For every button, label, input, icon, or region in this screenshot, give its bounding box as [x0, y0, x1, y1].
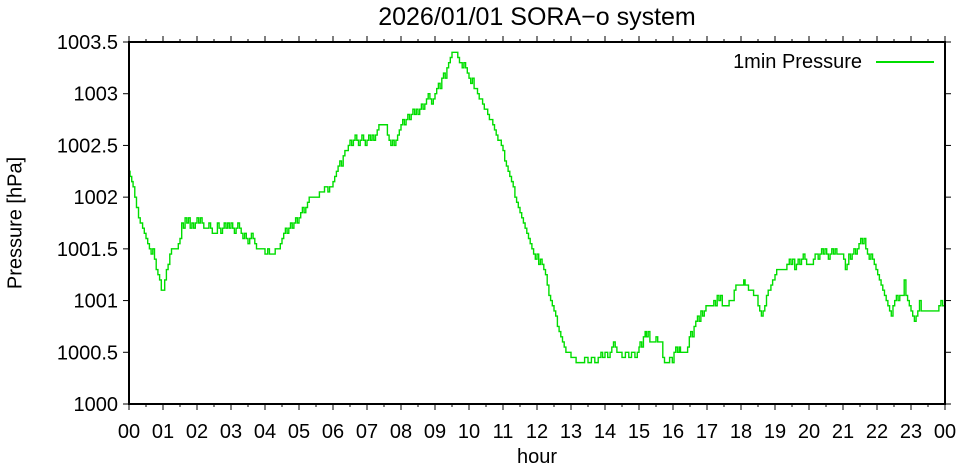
x-tick-label: 19 — [764, 421, 786, 443]
x-tick-label: 21 — [832, 421, 854, 443]
x-tick-label: 06 — [322, 421, 344, 443]
y-tick-label: 1002.5 — [57, 135, 118, 157]
x-tick-label: 10 — [458, 421, 480, 443]
plot-border — [128, 41, 946, 405]
x-tick-label: 17 — [696, 421, 718, 443]
y-tick-label: 1000.5 — [57, 342, 118, 364]
x-tick-label: 00 — [118, 421, 140, 443]
x-tick-label: 09 — [424, 421, 446, 443]
x-tick-label: 12 — [526, 421, 548, 443]
y-tick-label: 1003.5 — [57, 32, 118, 54]
x-tick-label: 22 — [866, 421, 888, 443]
y-tick-label: 1001.5 — [57, 239, 118, 261]
x-tick-label: 08 — [390, 421, 412, 443]
x-tick-label: 07 — [356, 421, 378, 443]
x-tick-label: 11 — [493, 421, 514, 443]
x-tick-label: 03 — [220, 421, 242, 443]
legend: 1min Pressure — [733, 51, 934, 73]
x-tick-label: 02 — [186, 421, 208, 443]
x-tick-label: 20 — [798, 421, 820, 443]
x-tick-label: 23 — [900, 421, 922, 443]
tick-marks — [123, 36, 951, 410]
y-tick-label: 1001 — [74, 291, 119, 313]
y-tick-label: 1000 — [74, 394, 119, 416]
y-tick-labels: 1000 1000.5 1001 1001.5 1002 1002.5 1003 1003.5 — [57, 32, 118, 416]
x-tick-label: 04 — [254, 421, 276, 443]
legend-label: 1min Pressure — [733, 51, 862, 73]
x-tick-label: 14 — [594, 421, 616, 443]
x-axis-label: hour — [516, 446, 558, 468]
pressure-series-line — [129, 51, 945, 364]
x-tick-label: 13 — [560, 421, 582, 443]
x-tick-label: 18 — [730, 421, 752, 443]
x-tick-label: 16 — [662, 421, 684, 443]
x-tick-label: 15 — [628, 421, 650, 443]
x-tick-label: 00 — [934, 421, 956, 443]
chart-title: 2026/01/01 SORA−o system — [378, 3, 696, 31]
y-tick-label: 1002 — [74, 187, 119, 209]
x-tick-labels: 00 01 02 03 04 05 06 07 08 09 10 11 12 13 14 15 16 17 18 19… — [118, 421, 956, 443]
legend-line-sample — [876, 61, 934, 63]
x-tick-label: 01 — [152, 421, 174, 443]
x-tick-label: 05 — [288, 421, 310, 443]
y-tick-label: 1003 — [74, 84, 119, 106]
